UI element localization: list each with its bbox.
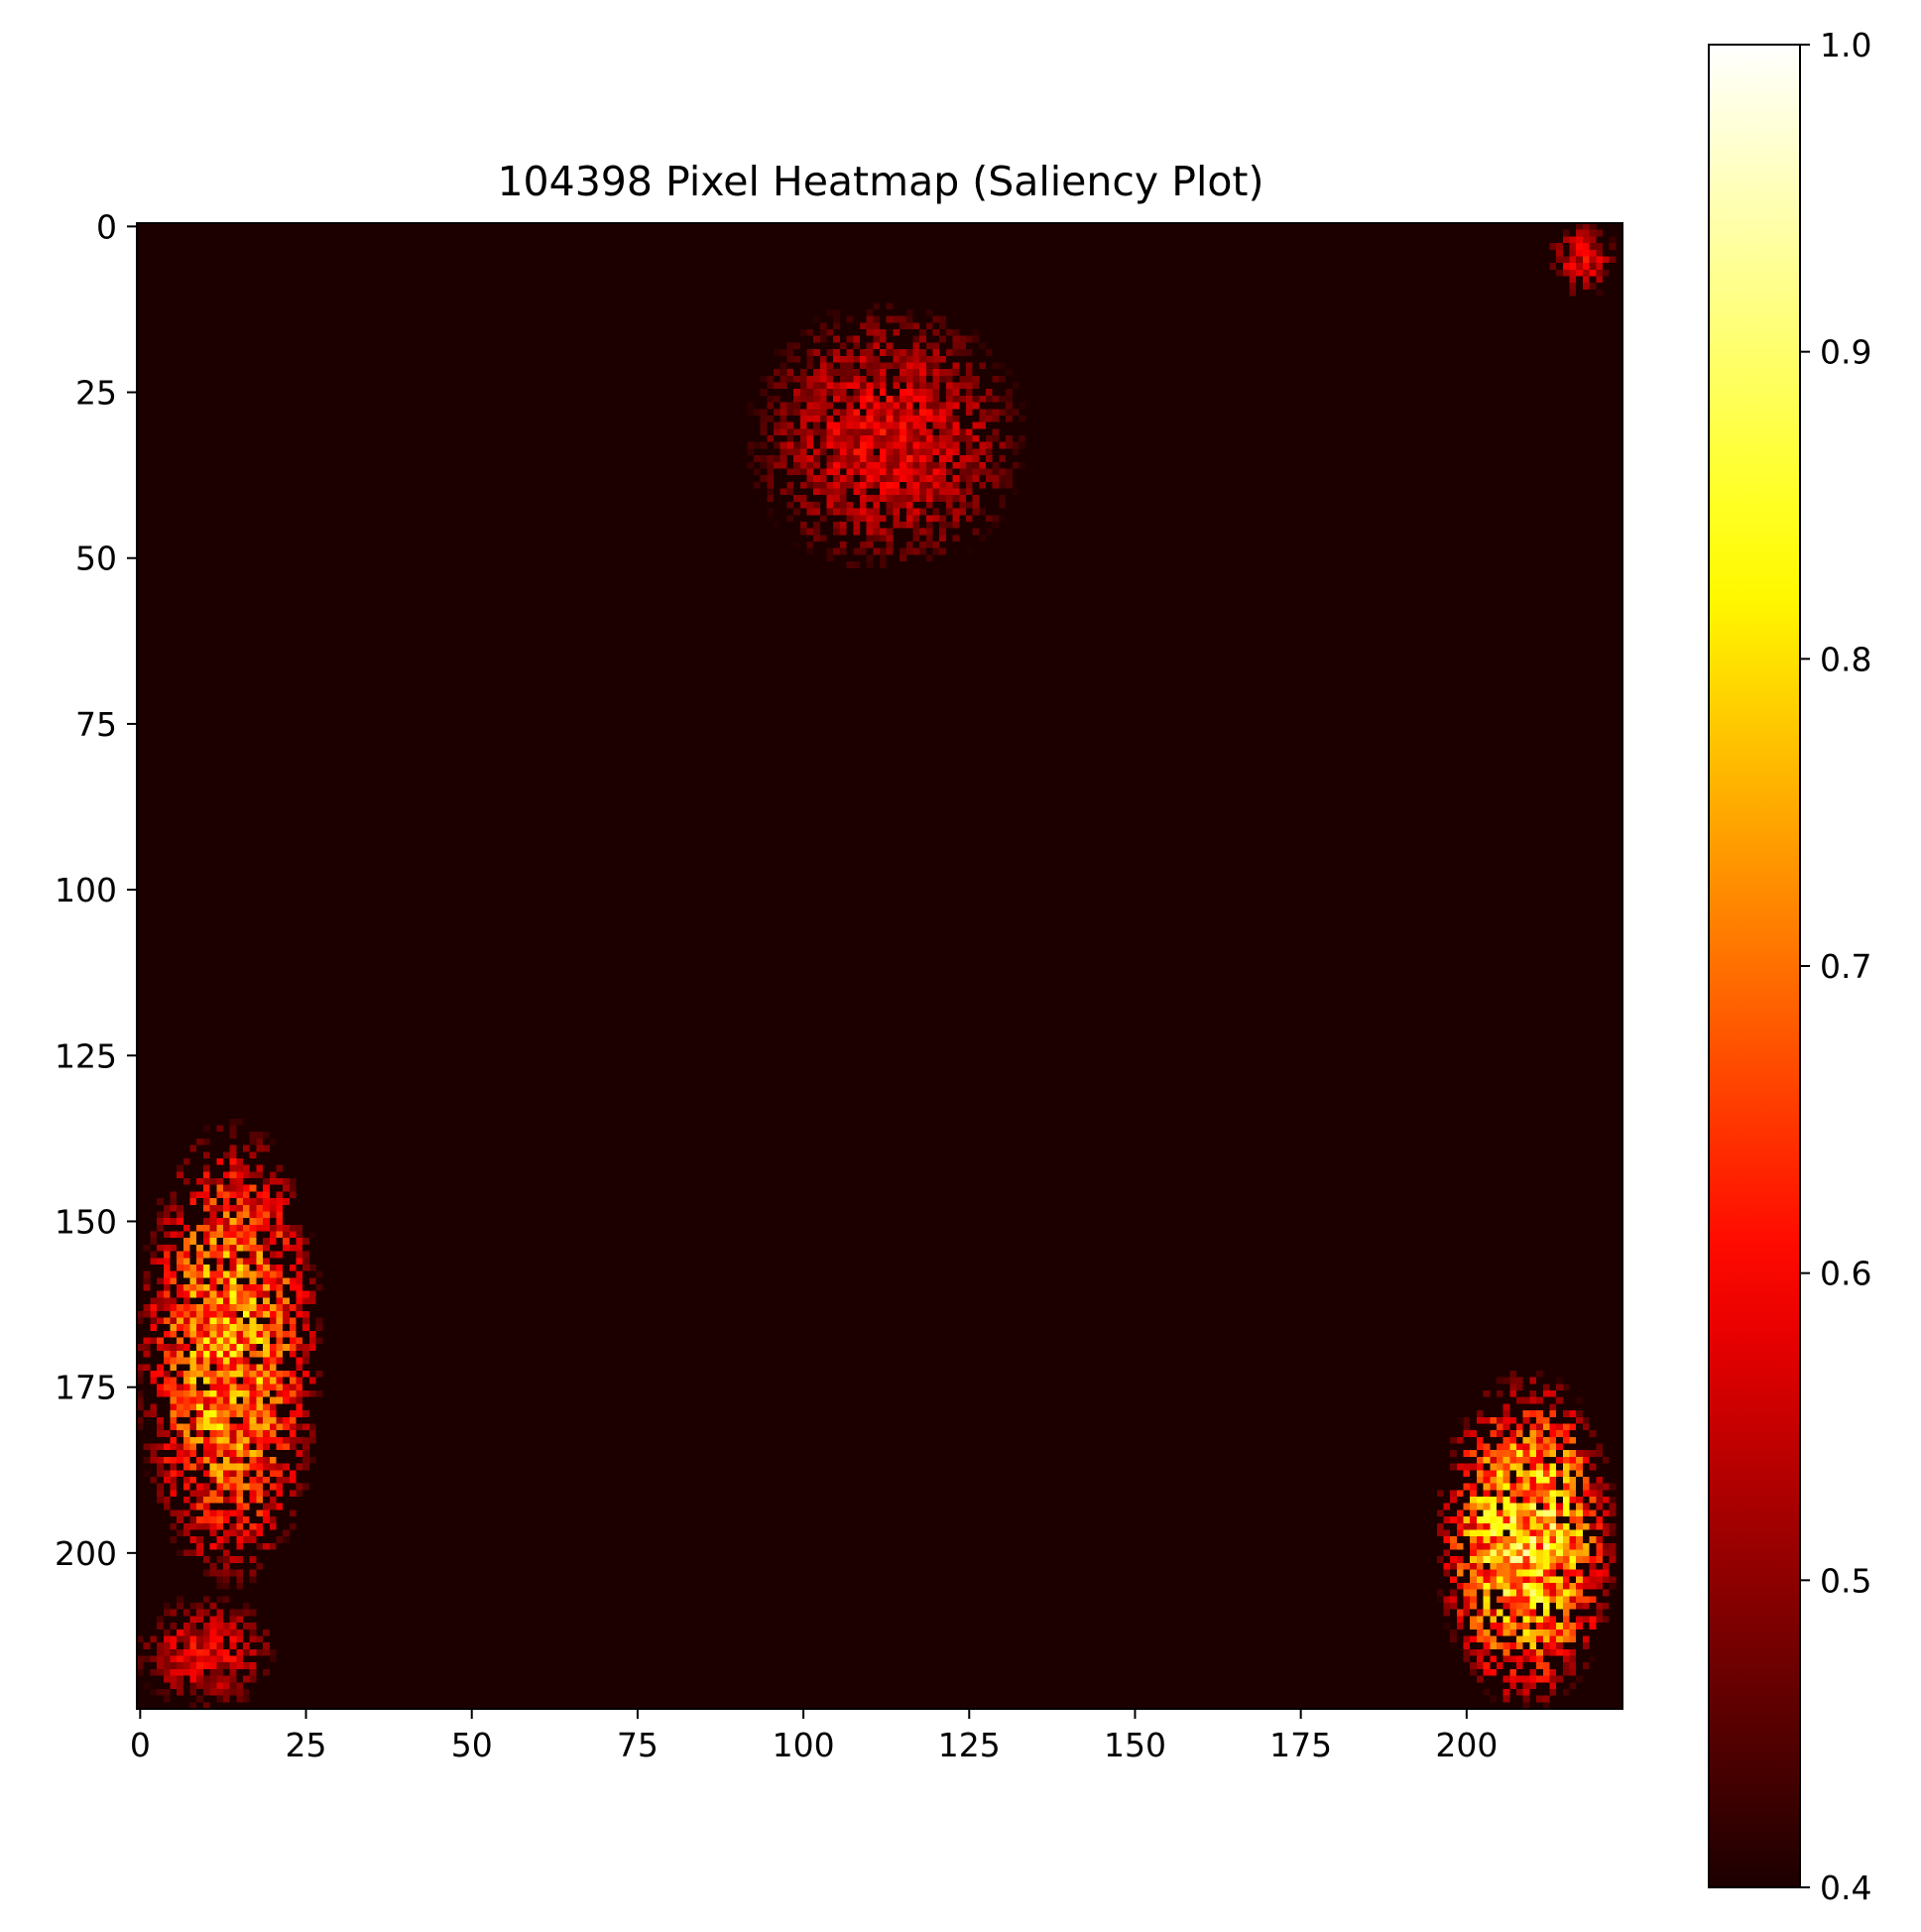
- y-tick-label: 150: [55, 1202, 117, 1241]
- y-tick-label: 100: [55, 871, 117, 909]
- colorbar-tick-label: 0.7: [1820, 947, 1871, 986]
- x-tick-label: 100: [773, 1726, 835, 1764]
- colorbar-tick-label: 0.6: [1820, 1255, 1871, 1293]
- y-axis: 0 25 50 75 100 125 150 175 200: [55, 207, 137, 1573]
- y-tick-label: 125: [55, 1036, 117, 1075]
- chart-title: 104398 Pixel Heatmap (Saliency Plot): [497, 158, 1263, 205]
- y-tick-label: 0: [96, 207, 117, 246]
- y-tick-label: 25: [75, 374, 117, 413]
- x-axis: 0 25 50 75 100 125 150 175 200: [130, 1709, 1498, 1764]
- x-tick-label: 50: [451, 1726, 493, 1764]
- y-tick-label: 75: [75, 705, 117, 744]
- heatmap-plot-area: [136, 222, 1623, 1710]
- x-tick-label: 125: [938, 1726, 1001, 1764]
- x-tick-label: 25: [286, 1726, 327, 1764]
- colorbar: 0.4 0.5 0.6 0.7 0.8 0.9 1.0: [1708, 26, 1871, 1907]
- y-tick-label: 175: [55, 1369, 117, 1407]
- x-tick-label: 75: [617, 1726, 659, 1764]
- plot-frame: [136, 222, 1623, 1710]
- x-tick-label: 175: [1269, 1726, 1332, 1764]
- x-tick-label: 200: [1435, 1726, 1498, 1764]
- x-tick-label: 150: [1104, 1726, 1166, 1764]
- colorbar-tick-label: 1.0: [1820, 26, 1871, 64]
- colorbar-tick-label: 0.4: [1820, 1869, 1871, 1907]
- x-tick-label: 0: [130, 1726, 151, 1764]
- heatmap-image: [137, 223, 1622, 1709]
- colorbar-tick-label: 0.8: [1820, 640, 1871, 678]
- colorbar-tick-label: 0.9: [1820, 333, 1871, 372]
- colorbar-ticks: 0.4 0.5 0.6 0.7 0.8 0.9 1.0: [1800, 26, 1871, 1907]
- colorbar-tick-label: 0.5: [1820, 1561, 1871, 1600]
- y-tick-label: 50: [75, 540, 117, 578]
- colorbar-gradient: [1709, 45, 1800, 1887]
- y-tick-label: 200: [55, 1534, 117, 1573]
